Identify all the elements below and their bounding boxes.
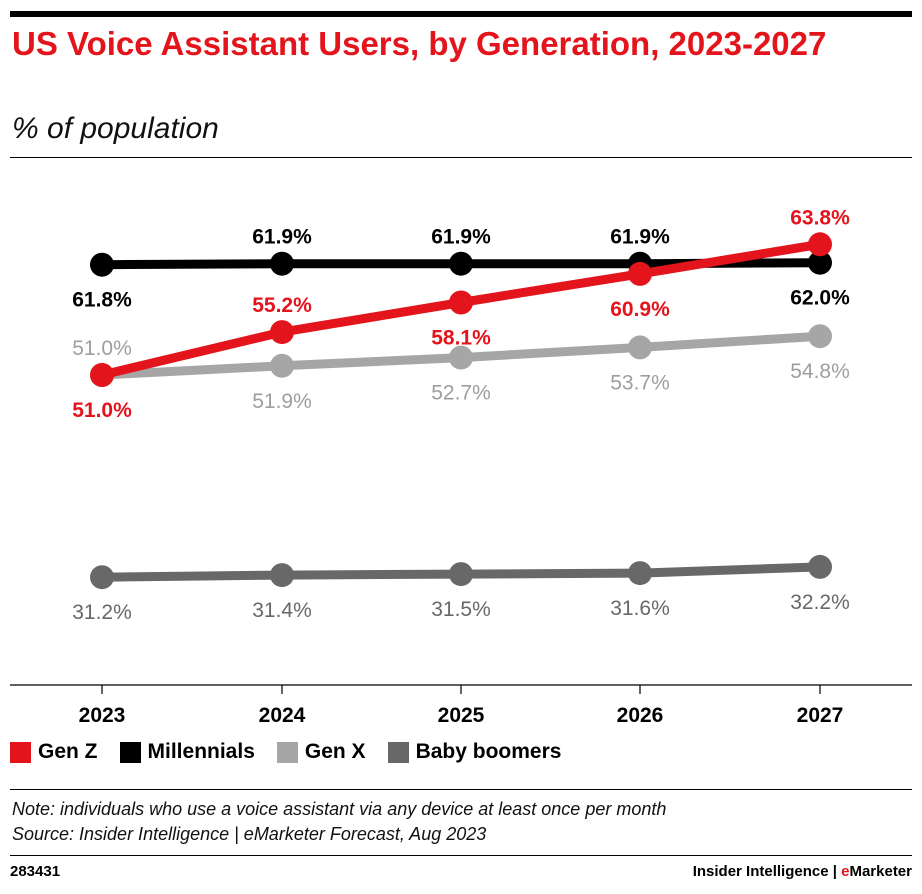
data-point-baby-boomers xyxy=(270,563,294,588)
data-point-gen-z xyxy=(449,290,473,315)
footer-rule xyxy=(10,855,912,856)
data-label-millennials: 61.8% xyxy=(72,289,132,312)
data-label-gen-z: 58.1% xyxy=(431,327,491,350)
legend-swatch-gen-z xyxy=(10,741,31,763)
data-label-baby-boomers: 31.4% xyxy=(252,599,312,622)
x-tick-label: 2027 xyxy=(797,704,844,727)
data-point-millennials xyxy=(808,250,832,275)
line-chart: 2023 2024 2025 2026 2027 51.0% 55.2% 58.1% 60.9… xyxy=(10,206,912,727)
legend-label-millennials: Millennials xyxy=(147,740,255,763)
legend-label-baby-boomers: Baby boomers xyxy=(415,740,562,763)
data-label-baby-boomers: 31.5% xyxy=(431,598,491,621)
legend-swatch-baby-boomers xyxy=(387,741,409,763)
brand: Insider Intelligence | eMarketer xyxy=(693,863,912,880)
data-labels: 51.0% 55.2% 58.1% 60.9% 63.8% 61.8% 61.9% 61.9%… xyxy=(72,206,850,624)
data-point-baby-boomers xyxy=(449,562,473,587)
series-layer xyxy=(90,232,832,590)
x-tick-label: 2024 xyxy=(259,704,306,727)
data-point-gen-z xyxy=(270,320,294,345)
x-tick-label: 2026 xyxy=(617,704,664,727)
chart-title: US Voice Assistant Users, by Generation,… xyxy=(12,25,827,62)
data-label-gen-z: 63.8% xyxy=(790,206,850,229)
legend-item-baby-boomers: Baby boomers xyxy=(387,740,562,764)
legend-label-gen-z: Gen Z xyxy=(38,740,98,763)
data-point-baby-boomers xyxy=(90,565,114,590)
data-point-gen-z xyxy=(808,232,832,257)
data-label-gen-x: 52.7% xyxy=(431,382,491,405)
brand-left: Insider Intelligence | xyxy=(692,863,842,880)
legend-label-gen-x: Gen X xyxy=(304,740,366,763)
brand-e: e xyxy=(841,863,850,880)
data-point-gen-z xyxy=(628,261,652,286)
data-label-gen-x: 51.0% xyxy=(72,337,132,360)
data-label-gen-z: 51.0% xyxy=(72,399,132,422)
x-tick-label: 2023 xyxy=(79,704,126,727)
note-text: Note: individuals who use a voice assist… xyxy=(12,799,667,819)
data-label-baby-boomers: 31.2% xyxy=(72,601,132,624)
data-point-gen-x xyxy=(270,353,294,378)
data-label-millennials: 61.9% xyxy=(252,226,312,249)
data-label-gen-x: 54.8% xyxy=(790,360,850,383)
data-point-gen-x xyxy=(808,324,832,349)
x-axis: 2023 2024 2025 2026 2027 xyxy=(10,684,912,727)
data-label-baby-boomers: 32.2% xyxy=(790,591,850,614)
series-gen-z xyxy=(90,232,832,387)
legend-item-millennials: Millennials xyxy=(119,740,255,764)
chart-id: 283431 xyxy=(10,863,61,880)
top-rule xyxy=(10,11,912,17)
data-point-millennials xyxy=(449,251,473,276)
data-point-gen-x xyxy=(449,345,473,370)
chart-subtitle: % of population xyxy=(12,112,219,145)
legend-swatch-gen-x xyxy=(276,741,298,763)
legend-swatch-millennials xyxy=(119,741,141,763)
legend: Gen Z Millennials Gen X Baby boomers xyxy=(10,740,561,764)
subtitle-rule xyxy=(10,157,912,158)
brand-right: Marketer xyxy=(849,863,912,880)
data-point-gen-z xyxy=(90,363,114,387)
source-text: Source: Insider Intelligence | eMarketer… xyxy=(12,824,487,844)
data-point-baby-boomers xyxy=(808,554,832,579)
note-rule xyxy=(10,789,912,790)
data-label-baby-boomers: 31.6% xyxy=(610,597,670,620)
x-tick-label: 2025 xyxy=(438,704,485,727)
data-point-baby-boomers xyxy=(628,561,652,586)
legend-item-gen-x: Gen X xyxy=(276,740,366,764)
data-label-gen-x: 53.7% xyxy=(610,371,670,394)
data-point-gen-x xyxy=(628,335,652,360)
data-label-millennials: 61.9% xyxy=(431,226,491,249)
series-baby-boomers xyxy=(90,554,832,590)
legend-item-gen-z: Gen Z xyxy=(10,740,98,764)
data-label-gen-z: 60.9% xyxy=(610,298,670,321)
data-label-millennials: 61.9% xyxy=(610,226,670,249)
data-point-millennials xyxy=(90,252,114,277)
data-label-millennials: 62.0% xyxy=(790,287,850,310)
data-point-millennials xyxy=(270,251,294,276)
data-label-gen-z: 55.2% xyxy=(252,294,312,317)
data-label-gen-x: 51.9% xyxy=(252,390,312,413)
chart-notes: Note: individuals who use a voice assist… xyxy=(12,797,666,847)
